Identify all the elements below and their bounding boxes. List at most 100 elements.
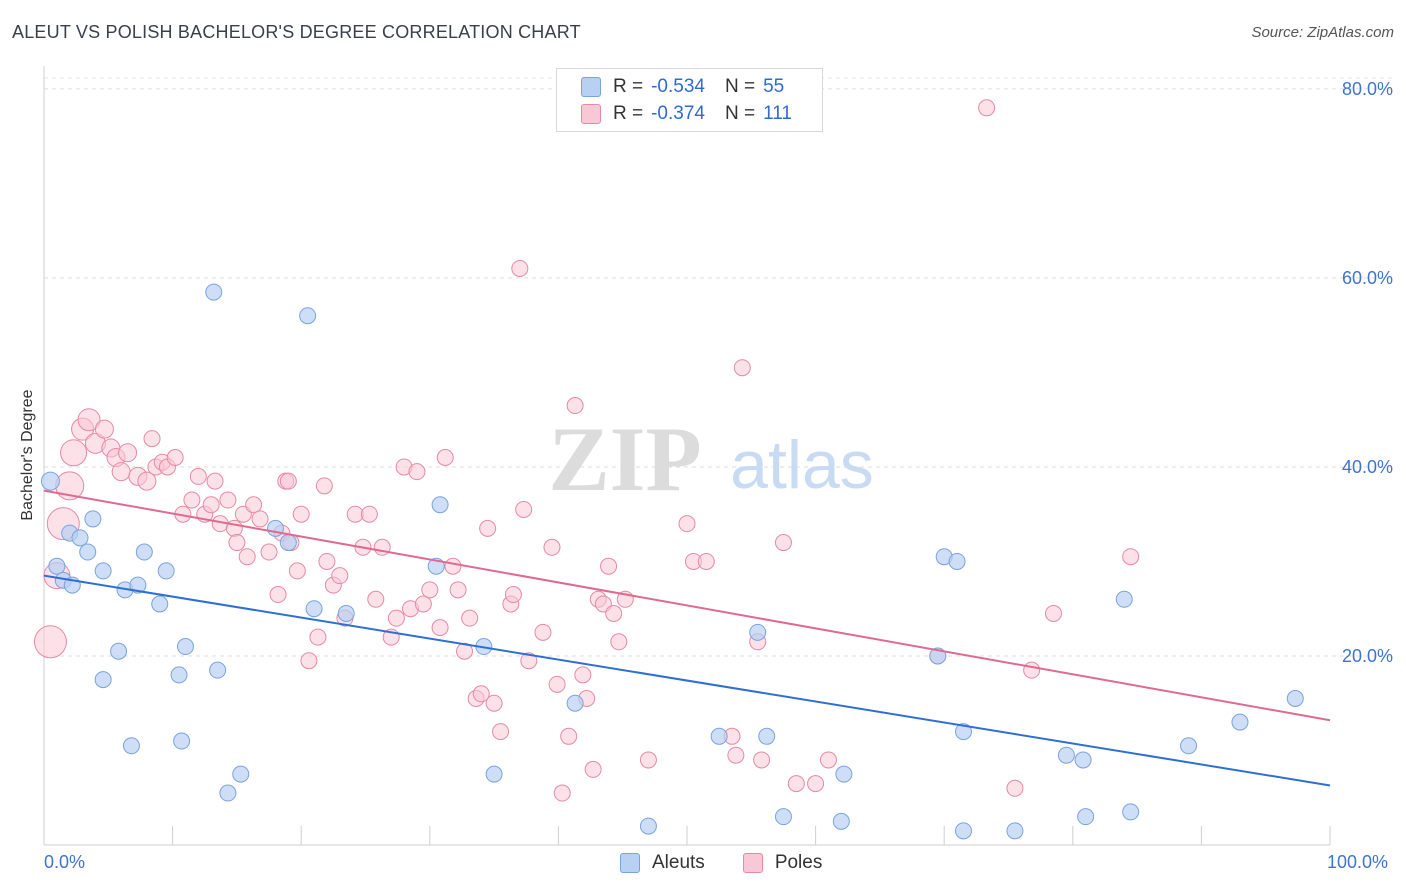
aleuts-point xyxy=(929,647,947,665)
poles-point xyxy=(238,548,256,566)
poles-point xyxy=(183,491,201,509)
y-tick-label: 80.0% xyxy=(1341,78,1393,99)
poles-point xyxy=(727,746,745,764)
poles-n-value: 111 xyxy=(763,103,792,124)
poles-point xyxy=(1122,548,1140,566)
axes xyxy=(43,66,1331,846)
aleuts-point xyxy=(94,562,112,580)
aleuts-point xyxy=(151,595,169,613)
poles-point xyxy=(787,775,805,793)
aleuts-point xyxy=(232,765,250,783)
aleuts-n-value: 55 xyxy=(763,76,785,97)
poles-point xyxy=(584,760,602,778)
series-legend: Aleuts Poles xyxy=(620,852,860,874)
aleuts-point xyxy=(71,529,89,547)
poles-point xyxy=(553,784,571,802)
aleuts-point xyxy=(1115,590,1133,608)
aleuts-point xyxy=(122,737,140,755)
aleuts-point xyxy=(48,557,66,575)
aleuts-points xyxy=(40,283,1304,840)
trend-lines xyxy=(43,489,1331,787)
poles-point xyxy=(534,623,552,641)
aleuts-point xyxy=(1122,803,1140,821)
legend-row-poles: R = -0.374 N = 111 xyxy=(581,101,792,127)
poles-point xyxy=(492,723,510,741)
aleuts-point xyxy=(79,543,97,561)
aleuts-point xyxy=(94,671,112,689)
aleuts-point xyxy=(299,307,317,325)
poles-point xyxy=(260,543,278,561)
aleuts-point xyxy=(948,552,966,570)
aleuts-point xyxy=(1057,746,1075,764)
poles-point xyxy=(414,595,432,613)
n-label: N = xyxy=(724,76,756,97)
aleuts-point xyxy=(431,496,449,514)
poles-point xyxy=(331,567,349,585)
poles-point xyxy=(77,408,101,432)
gridlines xyxy=(44,77,1392,657)
poles-point xyxy=(515,500,533,518)
poles-point xyxy=(697,552,715,570)
poles-point xyxy=(288,562,306,580)
aleuts-point xyxy=(485,765,503,783)
aleuts-point xyxy=(219,784,237,802)
poles-point xyxy=(60,439,88,467)
poles-point xyxy=(543,538,561,556)
poles-point xyxy=(137,471,157,491)
poles-point xyxy=(574,666,592,684)
poles-point xyxy=(94,419,114,439)
r-label: R = xyxy=(613,103,644,124)
poles-point xyxy=(421,581,439,599)
poles-point xyxy=(202,496,220,514)
aleuts-point xyxy=(305,600,323,618)
poles-point xyxy=(511,259,529,277)
legend-item-aleuts[interactable]: Aleuts xyxy=(620,852,705,874)
poles-point xyxy=(566,397,584,415)
poles-point xyxy=(639,751,657,769)
aleuts-point xyxy=(832,812,850,830)
poles-point xyxy=(548,675,566,693)
aleuts-r-value: -0.534 xyxy=(651,76,705,97)
aleuts-point xyxy=(176,638,194,656)
y-tick-label: 40.0% xyxy=(1341,456,1393,477)
poles-point xyxy=(309,628,327,646)
poles-point xyxy=(678,515,696,533)
poles-point xyxy=(245,496,263,514)
aleuts-point xyxy=(1006,822,1024,840)
aleuts-point xyxy=(209,661,227,679)
aleuts-point xyxy=(135,543,153,561)
aleuts-point xyxy=(205,283,223,301)
aleuts-point xyxy=(170,666,188,684)
aleuts-point xyxy=(639,817,657,835)
poles-point xyxy=(111,462,131,482)
aleuts-point xyxy=(129,576,147,594)
poles-point xyxy=(479,519,497,537)
poles-point xyxy=(318,552,336,570)
poles-point xyxy=(461,609,479,627)
poles-point xyxy=(206,472,224,490)
y-tick-label: 20.0% xyxy=(1341,645,1393,666)
poles-point xyxy=(360,505,378,523)
poles-point xyxy=(472,685,490,703)
correlation-legend: R = -0.534 N = 55 R = -0.374 N = 111 xyxy=(556,68,823,132)
poles-point xyxy=(219,491,237,509)
aleuts-point xyxy=(84,510,102,528)
poles-point xyxy=(346,505,364,523)
aleuts-point xyxy=(266,519,284,537)
legend-item-poles[interactable]: Poles xyxy=(742,852,822,874)
r-label: R = xyxy=(613,76,644,97)
poles-legend-swatch xyxy=(742,853,763,873)
poles-point xyxy=(600,557,618,575)
aleuts-point xyxy=(758,727,776,745)
poles-points xyxy=(33,99,1140,802)
aleuts-point xyxy=(954,723,972,741)
poles-point xyxy=(189,467,207,485)
poles-point xyxy=(300,652,318,670)
chart-source: Source: ZipAtlas.com xyxy=(1251,24,1394,41)
aleuts-point xyxy=(774,808,792,826)
poles-point xyxy=(166,449,184,466)
poles-point xyxy=(485,694,503,712)
aleuts-point xyxy=(1180,737,1198,755)
poles-point xyxy=(387,609,405,627)
